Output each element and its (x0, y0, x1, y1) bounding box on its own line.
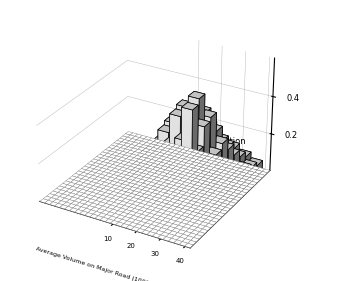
X-axis label: Average Volume on Major Road (1000): Average Volume on Major Road (1000) (35, 247, 151, 281)
